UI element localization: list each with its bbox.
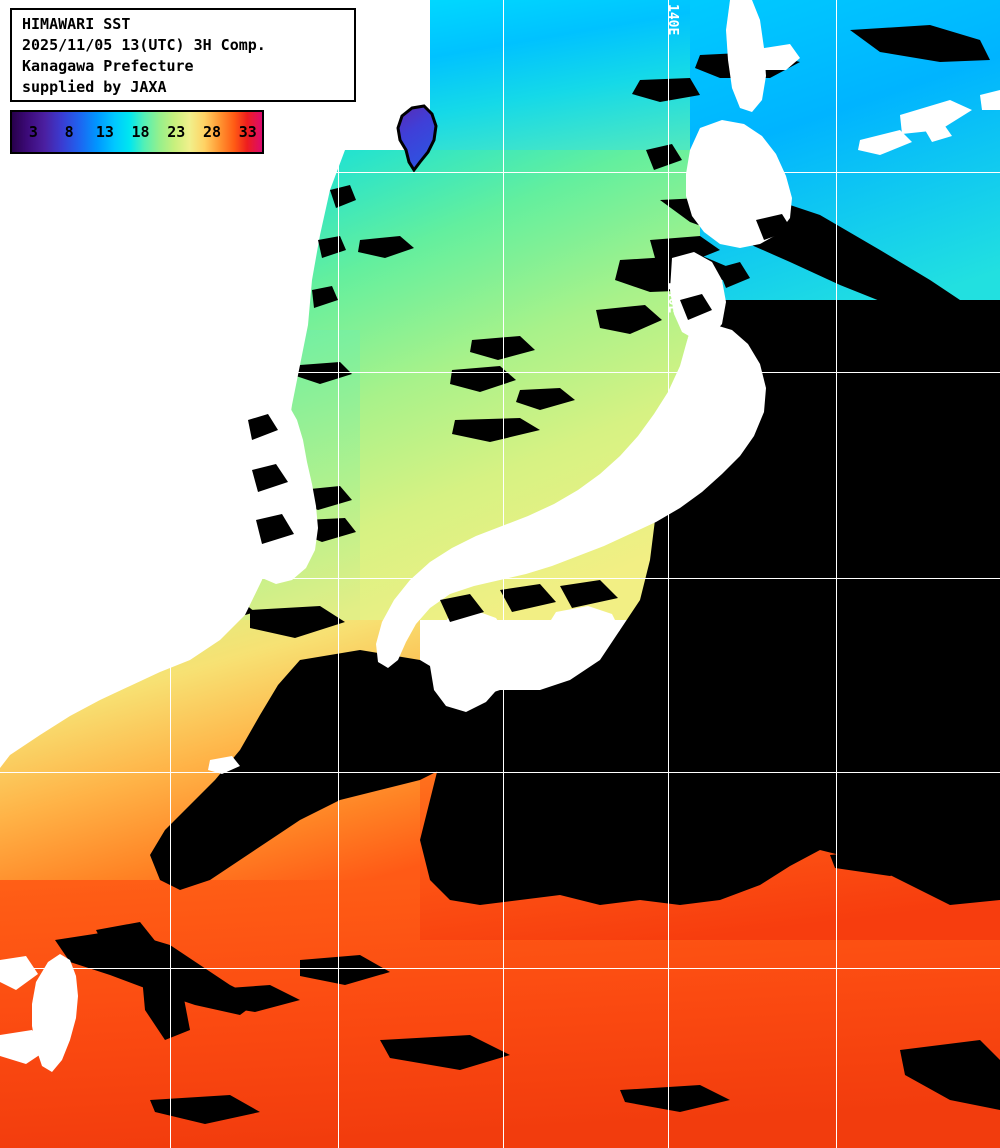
colorbar-tick-3: 3	[28, 123, 38, 141]
title-box: HIMAWARI SST 2025/11/05 13(UTC) 3H Comp.…	[10, 8, 356, 102]
colorbar-tick-23: 23	[167, 123, 186, 141]
colorbar-tick-labels: 3 8 13 18 23 28 33	[12, 112, 262, 152]
colorbar-tick-18: 18	[131, 123, 150, 141]
colorbar-tick-33: 33	[238, 123, 257, 141]
colorbar-tick-8: 8	[64, 123, 74, 141]
colorbar-tick-28: 28	[202, 123, 222, 141]
title-line-provider: supplied by JAXA	[22, 78, 167, 96]
title-line-region: Kanagawa Prefecture	[22, 57, 194, 75]
sst-colorbar[interactable]: 3 8 13 18 23 28 33	[10, 110, 264, 154]
title-line-datetime: 2025/11/05 13(UTC) 3H Comp.	[22, 36, 266, 54]
colorbar-gradient	[12, 112, 262, 152]
title-line-product: HIMAWARI SST	[22, 15, 131, 33]
colorbar-tick-13: 13	[95, 123, 114, 141]
